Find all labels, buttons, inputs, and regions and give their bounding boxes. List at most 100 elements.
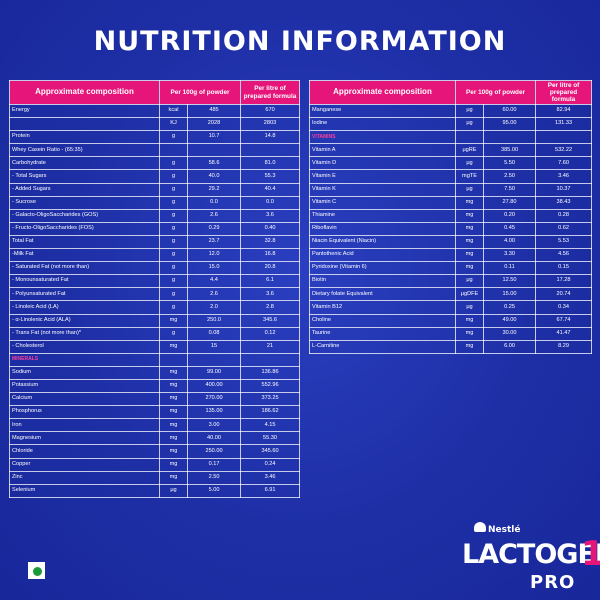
value-per-100g: 250.0: [186, 313, 242, 328]
nutrient-unit: mg: [455, 339, 484, 354]
nutrient-name: Choline: [309, 313, 456, 328]
value-per-litre: 186.62: [240, 405, 301, 420]
nutrition-table-right: Approximate composition Per 100g of powd…: [309, 80, 593, 354]
nutrient-name: Iodine: [309, 117, 456, 132]
nutrient-unit: g: [159, 287, 188, 302]
table-row: - Monounsaturated Fat g 4.4 6.1: [9, 274, 301, 289]
value-per-litre: [240, 143, 301, 158]
nutrient-name: L-Carnitine: [309, 339, 456, 354]
table-row: - Fructo-OligoSaccharides (FOS) g 0.29 0.40: [9, 221, 301, 236]
table-row: Total Fat g 23.7 32.8: [9, 234, 301, 250]
value-per-litre: [240, 352, 301, 367]
table-row: Calcium mg 270.00 373.25: [9, 392, 301, 407]
value-per-100g: 485: [186, 103, 242, 119]
nutrient-unit: [159, 352, 188, 367]
table-row: Riboflavin mg 0.45 0.62: [309, 221, 593, 236]
header-per-100g: Per 100g of powder: [158, 80, 242, 105]
value-per-100g: 250.00: [186, 444, 242, 459]
value-per-litre: 552.96: [240, 378, 301, 394]
table-row: - Saturated Fat (not more than) g 15.0 20.8: [9, 261, 301, 276]
nutrient-unit: mg: [159, 365, 188, 380]
nutrient-name: Calcium: [9, 392, 160, 407]
nutrient-name: - Saturated Fat (not more than): [9, 261, 160, 276]
value-per-100g: 7.50: [482, 182, 537, 197]
value-per-100g: 49.00: [482, 313, 537, 328]
value-per-litre: 81.0: [240, 156, 301, 171]
nutrient-unit: μg: [455, 156, 484, 171]
value-per-litre: 16.8: [240, 248, 301, 263]
nutrient-name: Niacin Equivalent (Niacin): [309, 234, 456, 250]
table-row: - Total Sugars g 40.0 55.3: [9, 169, 301, 184]
nutrient-unit: mg: [455, 248, 484, 263]
nutrient-unit: g: [159, 221, 188, 236]
nutrient-name: Selenium: [9, 483, 160, 498]
value-per-100g: 6.00: [482, 339, 537, 354]
nutrient-unit: mg: [159, 431, 188, 446]
table-row: Potassium mg 400.00 552.96: [9, 378, 301, 394]
value-per-litre: 0.28: [535, 208, 593, 223]
nutrient-name: Potassium: [9, 378, 160, 394]
value-per-litre: 32.8: [240, 234, 301, 250]
brand-sub: PRO: [530, 572, 576, 593]
value-per-100g: 2.6: [186, 208, 242, 223]
brand-name: LACTOGEN: [462, 539, 600, 570]
nutrient-unit: mg: [455, 326, 484, 341]
table-row: - Polyunsaturated Fat g 2.6 3.6: [9, 287, 301, 302]
page-title: NUTRITION INFORMATION: [93, 26, 507, 57]
value-per-litre: 82.94: [535, 103, 593, 119]
value-per-100g: 2.6: [186, 287, 242, 302]
table-row: - Added Sugars g 29.2 40.4: [9, 182, 301, 197]
value-per-litre: 0.40: [240, 221, 301, 236]
value-per-litre: 67.74: [535, 313, 593, 328]
value-per-100g: 4.00: [482, 234, 537, 250]
nest-logo-icon: [474, 522, 486, 532]
nutrient-unit: mg: [455, 221, 484, 236]
value-per-100g: 0.29: [186, 221, 242, 236]
value-per-litre: 0.0: [240, 195, 301, 210]
nutrient-name: Carbohydrate: [9, 156, 160, 171]
value-per-litre: 20.8: [240, 261, 301, 276]
section-row: VITAMINS: [309, 130, 593, 145]
value-per-100g: 15.00: [482, 287, 537, 302]
value-per-litre: 2.8: [240, 300, 301, 315]
table-row: Pantothenic Acid mg 3.30 4.56: [309, 248, 593, 263]
section-row: MINERALS: [9, 352, 301, 367]
nutrient-name: Protein: [9, 130, 160, 145]
nutrient-unit: μg: [159, 483, 188, 498]
nutrient-unit: mg: [159, 470, 188, 485]
value-per-100g: 15.0: [186, 261, 242, 276]
header-per-litre: Per litre of prepared formula: [535, 80, 593, 105]
nutrient-name: - α-Linolenic Acid (ALA): [9, 313, 160, 328]
value-per-litre: 3.6: [240, 287, 301, 302]
value-per-100g: 29.2: [186, 182, 242, 197]
value-per-100g: 5.50: [482, 156, 537, 171]
nutrient-unit: mg: [455, 313, 484, 328]
value-per-100g: 0.0: [186, 195, 242, 210]
nutrient-name: Thiamine: [309, 208, 456, 223]
nutrient-unit: mg: [159, 313, 188, 328]
value-per-100g: 12.50: [482, 274, 537, 289]
vegetarian-mark-icon: [28, 562, 45, 579]
nutrient-unit: kcal: [159, 103, 188, 119]
value-per-litre: 345.6: [240, 313, 301, 328]
nutrient-name: Biotin: [309, 274, 456, 289]
value-per-100g: 23.7: [186, 234, 242, 250]
nutrient-unit: μg: [455, 300, 484, 315]
nutrient-unit: μg: [455, 103, 484, 119]
table-row: - Galacto-OligoSaccharides (GOS) g 2.6 3.6: [9, 208, 301, 223]
header-composition: Approximate composition: [309, 80, 456, 105]
nutrient-name: Total Fat: [9, 234, 160, 250]
value-per-litre: 6.1: [240, 274, 301, 289]
vegetarian-dot-icon: [33, 567, 42, 576]
nutrient-name: - Monounsaturated Fat: [9, 274, 160, 289]
nutrient-name: Zinc: [9, 470, 160, 485]
table-row: Biotin μg 12.50 17.28: [309, 274, 593, 289]
nutrient-unit: g: [159, 156, 188, 171]
nutrient-unit: KJ: [159, 117, 188, 132]
brand-stage: 1: [581, 534, 600, 574]
value-per-litre: 20.74: [535, 287, 593, 302]
table-row: Selenium μg 5.00 6.91: [9, 483, 301, 498]
nutrient-name: Energy: [9, 103, 160, 119]
